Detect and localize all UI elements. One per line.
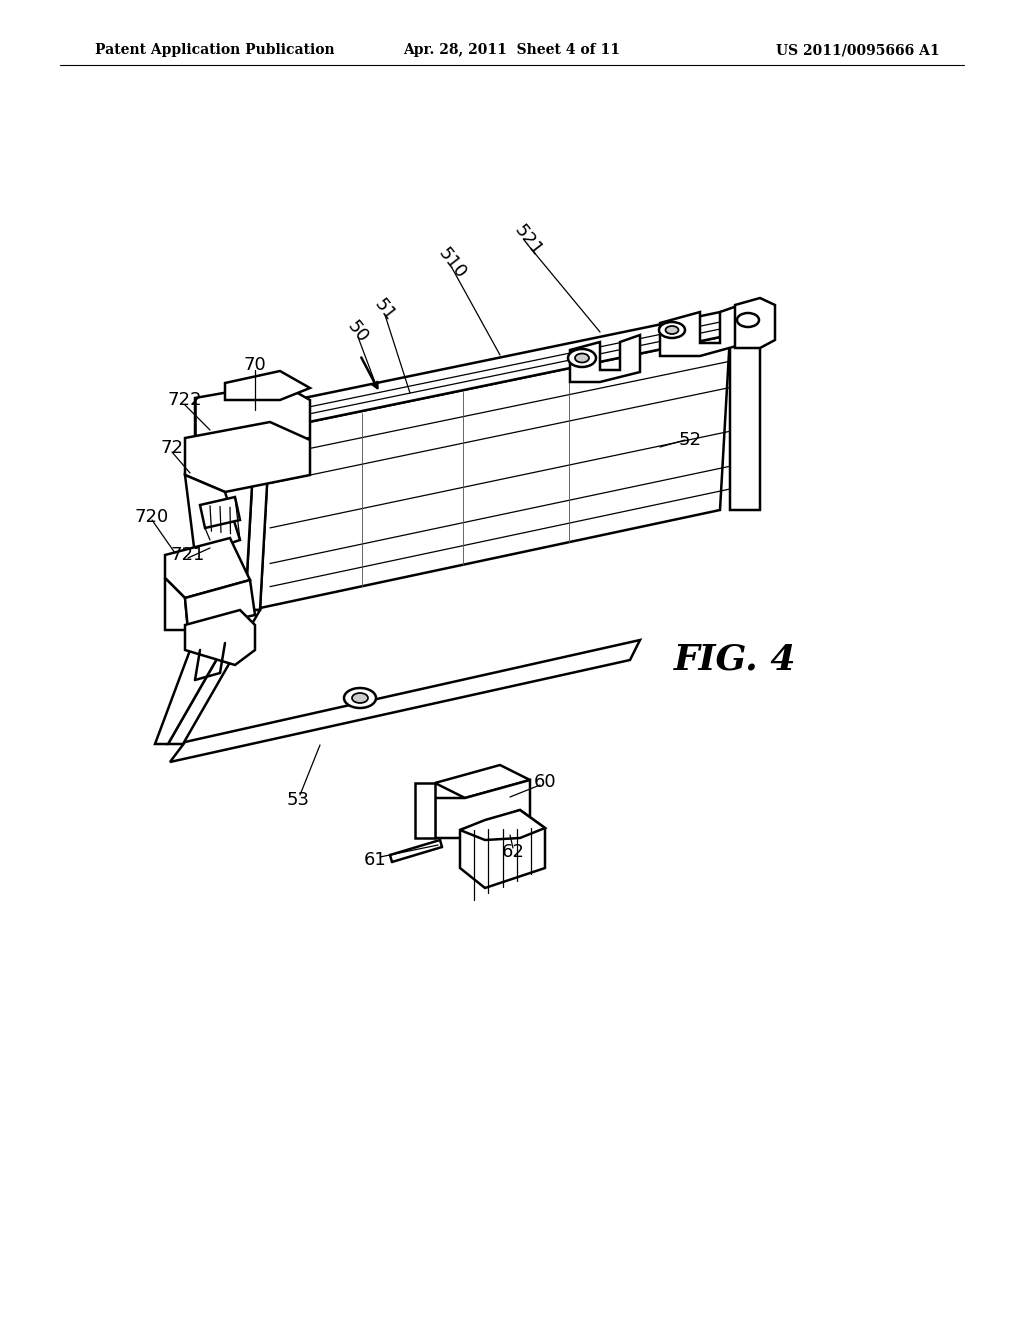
Polygon shape [255,403,270,432]
Text: Apr. 28, 2011  Sheet 4 of 11: Apr. 28, 2011 Sheet 4 of 11 [403,44,621,57]
Text: 70: 70 [244,356,266,374]
Polygon shape [185,579,255,630]
Text: 521: 521 [510,220,546,259]
Polygon shape [165,539,250,598]
Polygon shape [730,304,760,510]
Text: 60: 60 [534,774,556,791]
Polygon shape [460,810,545,840]
Polygon shape [735,298,775,348]
Polygon shape [170,640,640,762]
Ellipse shape [666,326,679,334]
Polygon shape [415,783,435,838]
Polygon shape [570,335,640,381]
Polygon shape [245,432,270,610]
Text: US 2011/0095666 A1: US 2011/0095666 A1 [776,44,940,57]
Polygon shape [435,780,530,838]
Text: 50: 50 [344,318,372,347]
Ellipse shape [575,354,589,363]
Text: 510: 510 [434,244,470,282]
Ellipse shape [568,348,596,367]
Polygon shape [200,498,240,528]
Ellipse shape [344,688,376,708]
Polygon shape [225,371,310,400]
Text: 721: 721 [171,546,205,564]
Ellipse shape [659,322,685,338]
Ellipse shape [737,313,759,327]
Polygon shape [185,610,255,665]
Polygon shape [270,310,730,430]
Text: 62: 62 [502,843,524,861]
Ellipse shape [352,693,368,704]
Polygon shape [460,810,545,888]
Polygon shape [185,422,310,492]
Text: 72: 72 [161,440,183,457]
Text: 722: 722 [168,391,203,409]
Polygon shape [165,578,188,630]
Text: 61: 61 [364,851,386,869]
Text: 52: 52 [679,432,701,449]
Polygon shape [168,610,260,744]
Text: 53: 53 [287,791,309,809]
Polygon shape [260,335,730,609]
Polygon shape [185,475,240,554]
Polygon shape [155,403,255,744]
Polygon shape [195,383,310,453]
Polygon shape [435,766,530,799]
Text: Patent Application Publication: Patent Application Publication [95,44,335,57]
Polygon shape [660,305,740,356]
Text: FIG. 4: FIG. 4 [674,643,797,677]
Text: 51: 51 [371,296,399,325]
Text: 720: 720 [135,508,169,525]
